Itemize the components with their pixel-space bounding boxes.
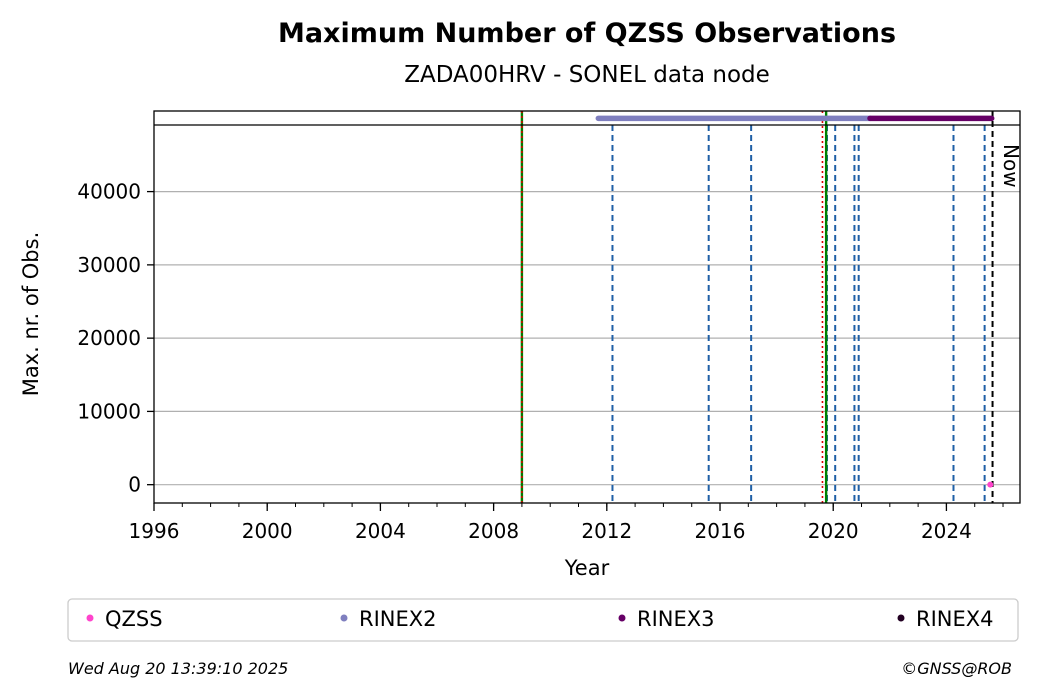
data-point-qzss	[987, 481, 994, 488]
x-axis-label: Year	[564, 556, 610, 580]
x-tick-label: 2012	[581, 519, 632, 543]
legend: QZSS RINEX2 RINEX3 RINEX4	[86, 607, 994, 631]
footer-credit: ©GNSS@ROB	[901, 659, 1012, 678]
grid-lines	[154, 190, 1020, 486]
chart-subtitle: ZADA00HRV - SONEL data node	[404, 62, 770, 88]
y-axis-ticks: 0 10000 20000 30000 40000	[77, 180, 154, 497]
x-tick-label: 1996	[129, 519, 180, 543]
legend-marker-rinex4	[897, 614, 905, 622]
legend-label-rinex3: RINEX3	[637, 607, 715, 631]
legend-label-qzss: QZSS	[105, 607, 163, 631]
x-tick-label: 2000	[242, 519, 293, 543]
x-axis-ticks: 1996 2000 2004 2008 2012 2016 2020 2024	[129, 503, 1004, 543]
plot-frame	[153, 110, 1021, 504]
x-tick-label: 2016	[695, 519, 746, 543]
event-lines	[520, 111, 994, 503]
y-tick-label: 10000	[77, 399, 141, 423]
legend-label-rinex4: RINEX4	[916, 607, 994, 631]
legend-box	[67, 598, 1019, 642]
x-tick-label: 2008	[468, 519, 519, 543]
y-axis-label: Max. nr. of Obs.	[19, 232, 43, 397]
y-tick-label: 0	[128, 473, 141, 497]
footer-timestamp: Wed Aug 20 13:39:10 2025	[68, 659, 288, 678]
y-tick-label: 20000	[77, 326, 141, 350]
x-tick-label: 2020	[808, 519, 859, 543]
chart-title: Maximum Number of QZSS Observations	[278, 18, 896, 49]
y-tick-label: 30000	[77, 253, 141, 277]
legend-label-rinex2: RINEX2	[359, 607, 437, 631]
legend-marker-qzss	[86, 614, 94, 622]
x-tick-label: 2024	[921, 519, 972, 543]
y-tick-label: 40000	[77, 180, 141, 204]
legend-marker-rinex2	[340, 614, 348, 622]
x-tick-label: 2004	[355, 519, 406, 543]
data-series	[595, 115, 995, 488]
legend-marker-rinex3	[618, 614, 626, 622]
now-label: Now	[999, 144, 1023, 188]
